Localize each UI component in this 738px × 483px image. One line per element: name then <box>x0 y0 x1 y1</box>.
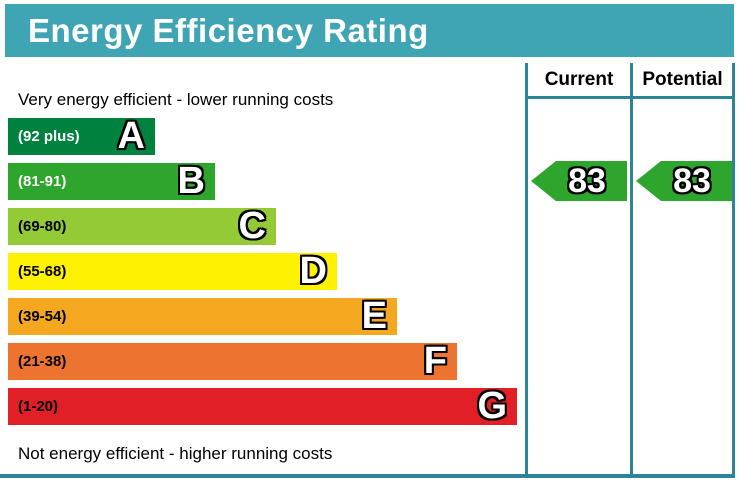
current-rating-arrow: 83 <box>531 161 627 201</box>
potential-column-header: Potential <box>642 69 723 90</box>
potential-column-left-divider <box>630 63 633 475</box>
chart-bottom-border <box>0 474 735 478</box>
page-title: Energy Efficiency Rating <box>5 4 734 57</box>
band-range-label: (1-20) <box>18 398 59 415</box>
band-letter: E <box>361 295 387 337</box>
band-letter: B <box>177 160 205 202</box>
band-row-f: (21-38) F <box>8 340 457 382</box>
band-range-label: (69-80) <box>18 218 67 235</box>
band-row-d: (55-68) D <box>8 250 337 292</box>
potential-rating-arrow: 83 <box>636 161 732 201</box>
current-column-left-divider <box>525 63 528 475</box>
band-letter: A <box>117 115 145 157</box>
chart-right-border <box>732 63 735 475</box>
band-row-b: (81-91) B <box>8 160 215 202</box>
band-letter: G <box>477 385 507 427</box>
band-row-a: (92 plus) A <box>8 115 155 157</box>
current-column-header: Current <box>544 69 614 90</box>
column-header-underline <box>525 96 735 99</box>
band-row-g: (1-20) G <box>8 385 517 427</box>
band-letter: F <box>423 340 447 382</box>
band-letter: D <box>299 250 327 292</box>
band-range-label: (39-54) <box>18 308 67 325</box>
band-range-label: (21-38) <box>18 353 67 370</box>
band-range-label: (81-91) <box>18 173 67 190</box>
band-range-label: (92 plus) <box>18 128 80 145</box>
band-letter: C <box>238 205 266 247</box>
bottom-efficiency-note: Not energy efficient - higher running co… <box>18 444 333 463</box>
top-efficiency-note: Very energy efficient - lower running co… <box>18 90 334 109</box>
band-row-e: (39-54) E <box>8 295 397 337</box>
band-range-label: (55-68) <box>18 263 67 280</box>
band-row-c: (69-80) C <box>8 205 276 247</box>
